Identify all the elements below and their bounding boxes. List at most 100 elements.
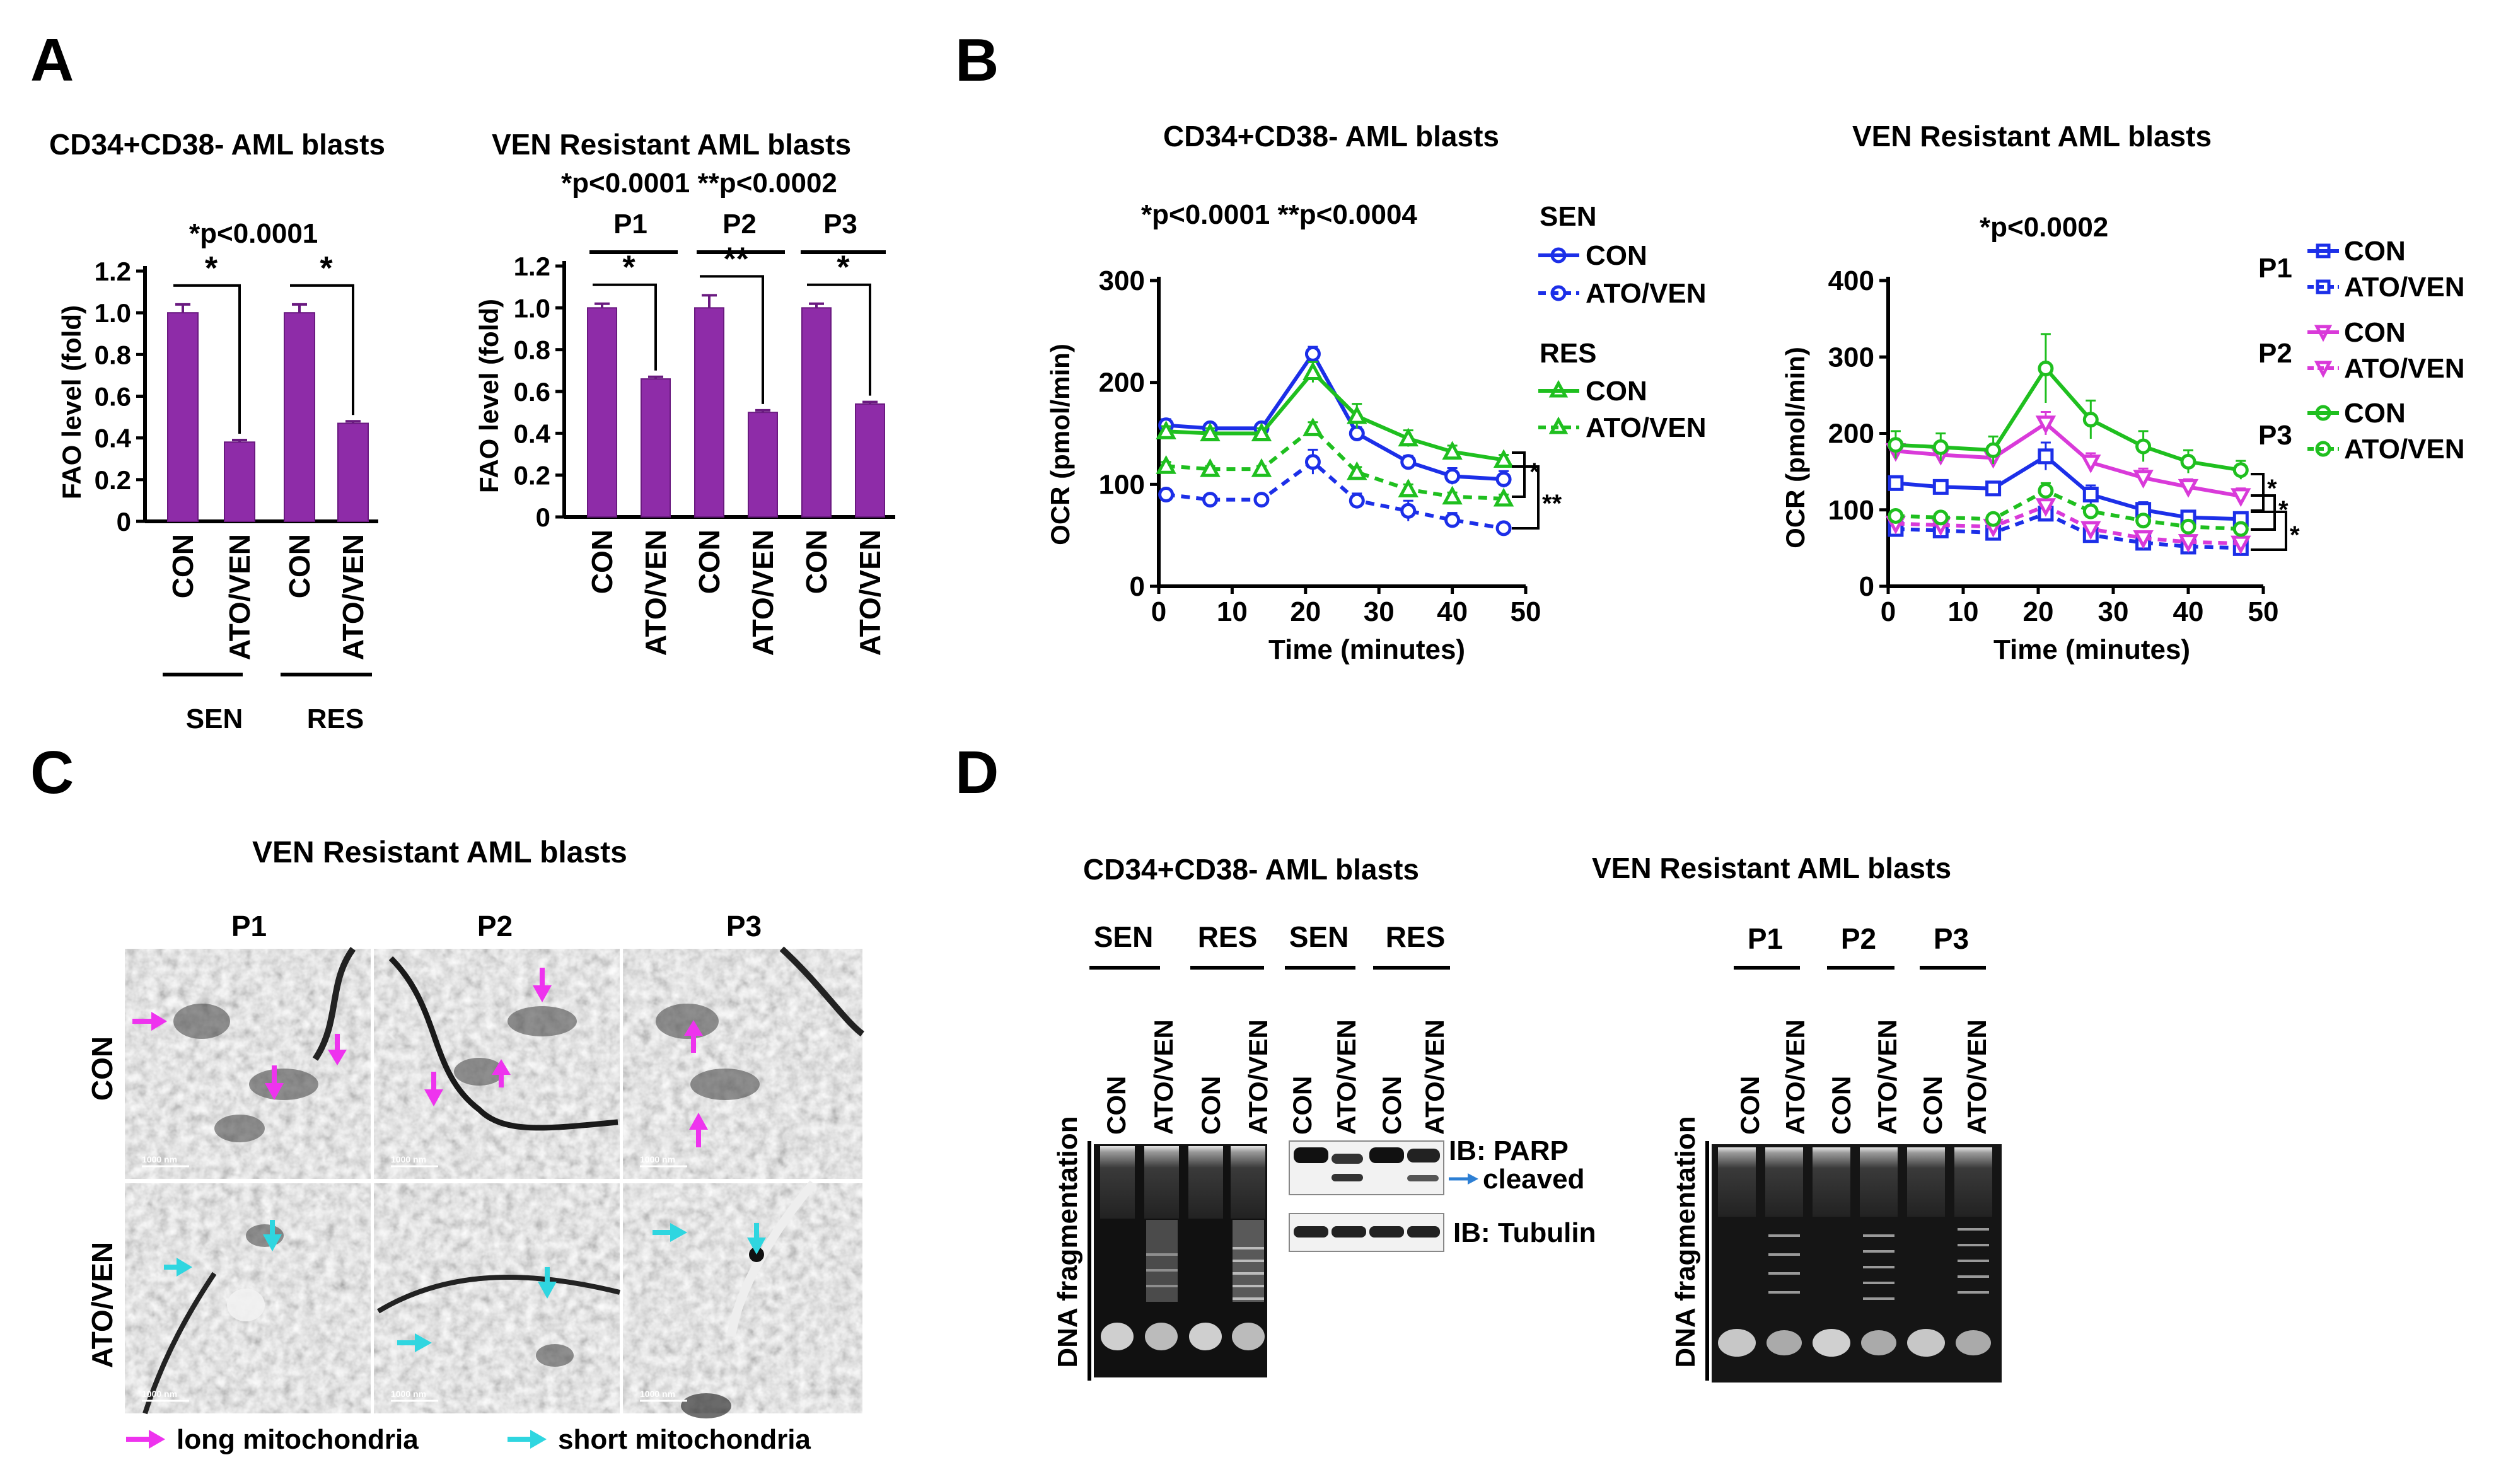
lane-label: ATO/VEN [1962, 1019, 1992, 1135]
ocr-chart-right: 0 100 200 300 400 0 10 20 30 40 50 [1828, 265, 2279, 627]
panel-d-group-res2: RES [1386, 920, 1446, 953]
legend-res-trt-marker [1548, 416, 1569, 434]
dna-gel-right [1712, 1144, 2002, 1383]
bar [167, 312, 199, 522]
legend-long-label: long mitochondria [177, 1424, 419, 1455]
mito-arrow [164, 1258, 192, 1277]
gel-lane [1813, 1147, 1850, 1357]
ib-cleaved-label: cleaved [1483, 1164, 1584, 1195]
blot-band [1294, 1147, 1328, 1163]
bar [587, 307, 617, 518]
significance-label: * [622, 250, 635, 286]
lane-label: CON [1918, 1076, 1947, 1135]
mito-arrow [747, 1223, 766, 1255]
legend-res-con-marker [1548, 380, 1569, 398]
bracket-b-left-1 [1512, 451, 1526, 498]
mito-arrow [689, 1113, 708, 1147]
y-tick-label: 200 [1099, 368, 1145, 398]
long-mito-arrows [132, 968, 708, 1147]
panel-label-d: D [955, 739, 999, 806]
series-line [1895, 365, 2241, 472]
y-tick-label: 0 [536, 502, 550, 532]
data-point [1156, 455, 1176, 474]
y-tick-label: 400 [1828, 265, 1874, 296]
data-point [1303, 417, 1323, 436]
group-label-p3: P3 [823, 209, 857, 240]
bracket-b-right-1 [2251, 473, 2265, 512]
blot-band [1407, 1175, 1439, 1181]
legend-sen-con-label: CON [1586, 240, 1647, 271]
panel-d-group-sen2: SEN [1289, 920, 1349, 953]
significance-label: * [320, 250, 333, 287]
cleaved-arrowhead [1468, 1173, 1478, 1185]
data-point [2178, 478, 2199, 498]
data-point [1347, 461, 1367, 480]
legend-p3-trt-marker [2315, 441, 2331, 457]
series-line [1895, 420, 2241, 498]
lane-label: CON [1287, 1076, 1317, 1135]
em-image-p3-con [623, 946, 865, 1179]
data-point [1400, 454, 1417, 470]
gel-lane [1765, 1147, 1803, 1355]
data-point [1304, 345, 1321, 362]
data-point [2135, 513, 2152, 529]
panel-b-right-xlabel: Time (minutes) [1993, 634, 2190, 665]
blot-band [1332, 1154, 1363, 1164]
data-point [1253, 492, 1270, 508]
bar [694, 307, 724, 518]
x-tick-label: 50 [1511, 596, 1541, 627]
legend-p2-con-label: CON [2344, 317, 2406, 348]
panel-label-b: B [955, 26, 999, 94]
scale-text-p2-con: 1000 nm [391, 1154, 426, 1164]
panel-b-left-xlabel: Time (minutes) [1268, 634, 1465, 665]
mito-arrow [653, 1223, 687, 1242]
data-point [2038, 482, 2054, 499]
data-point [2178, 534, 2199, 553]
scale-text-p2-atoven: 1000 nm [391, 1389, 426, 1399]
data-point [1303, 361, 1323, 380]
x-tick-label: 20 [2023, 596, 2054, 627]
fao-chart-left: 0 0.2 0.4 0.6 0.8 1.0 1.2 CON ATO/VEN CON ATO/VEN *… [95, 250, 378, 660]
em-image-p2-con [374, 949, 620, 1179]
sig-b-right-3: * [2290, 521, 2300, 549]
panel-d-group-res1: RES [1198, 920, 1258, 953]
data-point [1251, 458, 1272, 477]
panel-c-col-p1: P1 [231, 910, 267, 942]
panel-c: VEN Resistant AML blasts P1 P2 P3 CON AT… [86, 836, 865, 1455]
mito-arrow [538, 1267, 557, 1299]
ib-parp-label: IB: PARP [1449, 1135, 1569, 1166]
lane-label: ATO/VEN [1332, 1019, 1361, 1135]
data-point [2080, 455, 2101, 473]
panel-a-right-pvalue: *p<0.0001 **p<0.0002 [561, 168, 837, 199]
data-point [1304, 454, 1321, 470]
y-tick-label: 1.2 [514, 252, 550, 281]
data-point [2135, 438, 2152, 455]
bar [855, 403, 885, 518]
panel-b-left-ylabel: OCR (pmol/min) [1045, 344, 1075, 545]
mito-arrow [132, 1012, 167, 1031]
data-point [1888, 437, 1904, 453]
y-tick-label: 0.4 [514, 419, 551, 448]
legend-p3-trt-label: ATO/VEN [2344, 434, 2465, 465]
panel-d-left-title: CD34+CD38- AML blasts [1083, 853, 1419, 886]
x-tick-label: 30 [1364, 596, 1395, 627]
lane-label: CON [1101, 1076, 1131, 1135]
panel-c-col-p3: P3 [726, 910, 762, 942]
legend-res-trt-label: ATO/VEN [1586, 412, 1707, 443]
panel-c-row-atoven: ATO/VEN [86, 1242, 119, 1368]
y-tick-label: 300 [1099, 265, 1145, 296]
panel-label-a: A [30, 26, 74, 94]
y-tick-label: 0.8 [95, 340, 131, 369]
lane-labels-left: CON ATO/VEN CON ATO/VEN CON ATO/VEN CON … [1101, 1019, 1449, 1135]
legend-sen-trt-marker [1550, 285, 1567, 301]
y-tick-label: 100 [1828, 495, 1874, 526]
em-image-p2-atoven [374, 1183, 620, 1413]
x-tick-label: 50 [2248, 596, 2279, 627]
panel-a-left-pvalue: *p<0.0001 [189, 218, 318, 249]
significance-bracket [807, 283, 871, 396]
panel-b-right-pvalue: *p<0.0002 [1980, 212, 2108, 243]
significance-bracket [700, 275, 764, 404]
dna-gel-left [1094, 1144, 1267, 1377]
panel-c-title: VEN Resistant AML blasts [252, 836, 627, 869]
